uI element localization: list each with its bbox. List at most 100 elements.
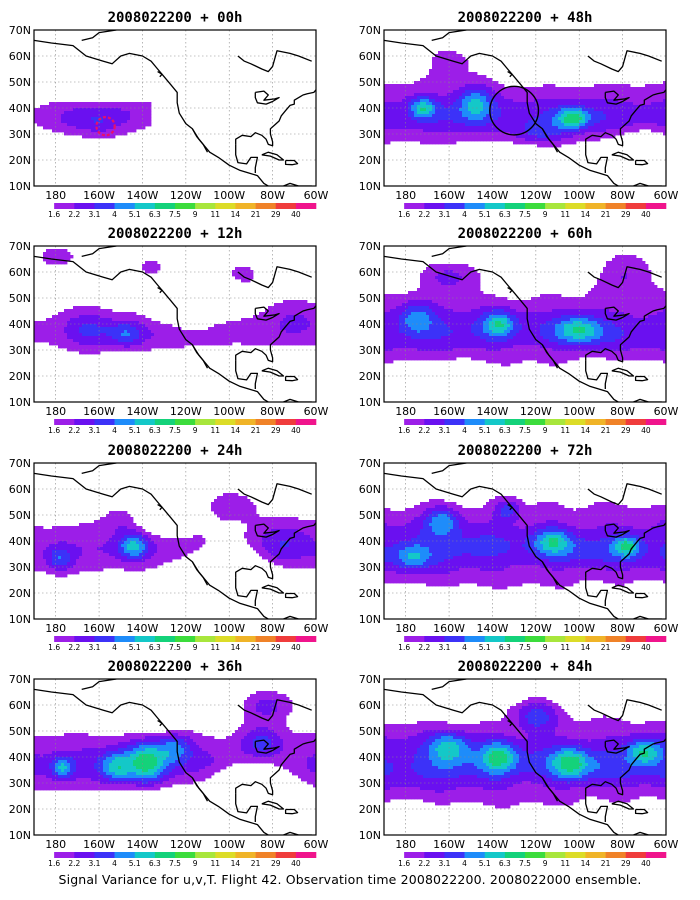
colorbar-label: 6.3 [149,426,161,435]
colorbar-label: 29 [271,859,281,868]
colorbar-swatch [154,203,176,209]
lat-tick-label: 70N [9,24,31,37]
colorbar-swatch [605,636,627,642]
colorbar-swatch [484,852,506,858]
lon-tick-label: 140W [477,405,509,418]
colorbar-swatch [464,852,486,858]
colorbar-label: 4 [112,210,117,219]
lat-tick-label: 70N [359,673,381,686]
colorbar-label: 7.5 [519,210,531,219]
lat-tick-label: 20N [359,154,381,167]
gridlines [384,679,667,835]
gridlines [34,30,317,186]
colorbar-label: 2.2 [68,859,80,868]
lat-tick-label: 20N [359,370,381,383]
colorbar-swatch [175,636,196,642]
colorbar-label: 1.6 [48,643,60,652]
colorbar-swatch [114,636,136,642]
colorbar-label: 5.1 [479,643,491,652]
variance-field [34,691,316,791]
colorbar-swatch [295,203,317,209]
lon-tick-label: 80W [610,622,635,635]
lon-tick-label: 80W [610,189,635,202]
colorbar-swatch [74,419,95,425]
target-circle [489,85,540,136]
lat-tick-label: 50N [9,292,31,305]
map-panel: 2008022200 + 00h 180 160W 140W 120W 100W 80W 60… [9,10,329,219]
colorbar-label: 40 [291,859,301,868]
lat-tick-label: 30N [359,561,381,574]
colorbar-swatch [195,636,216,642]
lat-tick-label: 10N [9,180,31,193]
lat-tick-label: 40N [359,751,381,764]
colorbar-swatch [545,203,566,209]
lon-tick-label: 100W [563,189,595,202]
colorbar-swatch [34,852,55,858]
lon-tick-label: 120W [520,622,552,635]
colorbar-swatch [605,852,627,858]
gridlines [384,463,667,619]
lon-tick-label: 140W [127,622,159,635]
colorbar-label: 14 [581,643,591,652]
colorbar-label: 4 [462,643,467,652]
colorbar-label: 7.5 [519,643,531,652]
coastline [34,30,316,186]
lat-tick-label: 20N [9,154,31,167]
lat-tick-label: 70N [359,457,381,470]
colorbar-label: 21 [601,859,611,868]
colorbar-swatch [94,852,115,858]
lon-tick-label: 100W [563,838,595,851]
colorbar-label: 4 [112,859,117,868]
colorbar-label: 21 [601,643,611,652]
lon-tick-label: 180 [395,838,416,851]
colorbar-label: 9 [543,210,548,219]
colorbar-swatch [444,419,465,425]
lat-tick-label: 60N [359,50,381,63]
colorbar-label: 9 [543,426,548,435]
map-frame [383,245,667,403]
lat-tick-label: 20N [9,803,31,816]
colorbar-label: 3.1 [88,643,100,652]
colorbar-swatch [625,203,647,209]
coastline [384,30,666,186]
lat-tick-label: 20N [9,587,31,600]
lon-tick-label: 180 [395,405,416,418]
colorbar-swatch [54,852,75,858]
lat-tick-label: 40N [359,535,381,548]
colorbar-swatch [424,636,445,642]
colorbar-label: 9 [193,426,198,435]
colorbar-label: 29 [621,210,631,219]
colorbar-label: 2.2 [418,210,430,219]
colorbar: 1.6 2.2 3.1 4 5.1 6.3 7.5 9 11 14 21 29 40 [34,419,317,435]
coastline [384,246,666,402]
colorbar-label: 6.3 [499,210,511,219]
colorbar-swatch [215,636,236,642]
colorbar-swatch [605,203,627,209]
colorbar-swatch [94,636,115,642]
colorbar-swatch [625,636,647,642]
colorbar-swatch [154,419,176,425]
map-frame [33,245,317,403]
lat-tick-label: 30N [359,344,381,357]
colorbar-swatch [545,852,566,858]
colorbar-swatch [424,419,445,425]
colorbar-swatch [255,852,277,858]
colorbar-swatch [134,419,156,425]
lat-tick-label: 50N [9,509,31,522]
lon-tick-label: 140W [477,189,509,202]
colorbar-label: 2.2 [68,210,80,219]
lon-tick-label: 80W [260,622,285,635]
lat-tick-label: 40N [359,102,381,115]
variance-field [34,102,152,139]
colorbar-label: 6.3 [499,643,511,652]
coastline [34,679,316,835]
colorbar-label: 40 [641,859,651,868]
gridlines [384,246,667,402]
panel-title: 2008022200 + 48h [458,10,593,26]
lon-tick-label: 100W [563,405,595,418]
colorbar-label: 40 [641,643,651,652]
panel-title: 2008022200 + 36h [108,659,243,675]
colorbar-label: 4 [462,210,467,219]
lon-tick-label: 60W [304,189,329,202]
lon-tick-label: 120W [170,189,202,202]
